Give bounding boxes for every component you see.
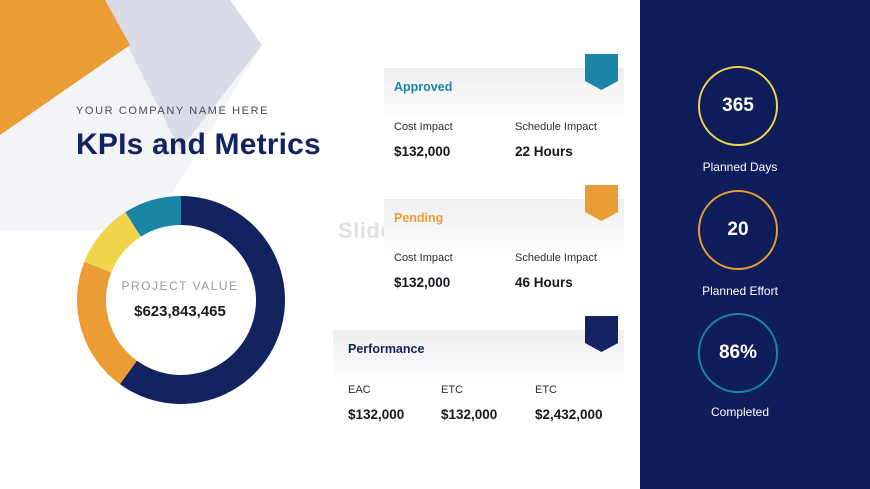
gray-triangle-shape — [105, 0, 262, 150]
planned-effort-label: Planned Effort — [702, 284, 778, 298]
pending-schedule-label: Schedule Impact — [515, 252, 597, 264]
project-value-amount: $623,843,465 — [134, 303, 226, 320]
donut-segment-2 — [84, 212, 141, 273]
pending-cost-label: Cost Impact — [394, 252, 453, 264]
completed-label: Completed — [710, 405, 770, 419]
planned-days-ring: 365 — [698, 66, 778, 146]
company-name: YOUR COMPANY NAME HERE — [76, 105, 270, 117]
pending-flag-icon — [585, 185, 618, 221]
approved-schedule-value: 22 Hours — [515, 144, 573, 159]
orange-triangle-shape — [0, 0, 130, 135]
donut-segment-3 — [125, 196, 181, 237]
approved-title: Approved — [394, 80, 453, 94]
performance-card: Performance EAC $132,000 ETC $132,000 ET… — [333, 316, 624, 430]
metrics-panel: 365 Planned Days 20 Planned Effort 86% C… — [640, 0, 870, 489]
performance-etc-label: ETC — [441, 384, 463, 396]
project-value-label: PROJECT VALUE — [121, 279, 239, 293]
planned-effort-ring: 20 — [698, 190, 778, 270]
donut-segment-0 — [119, 196, 285, 404]
approved-schedule-label: Schedule Impact — [515, 121, 597, 133]
donut-segment-1 — [77, 261, 137, 385]
pending-cost-value: $132,000 — [394, 275, 451, 290]
performance-etc2-value: $2,432,000 — [535, 407, 603, 422]
approved-cost-label: Cost Impact — [394, 121, 453, 133]
performance-eac-label: EAC — [348, 384, 371, 396]
completed-ring: 86% — [698, 313, 778, 393]
performance-flag-icon — [585, 316, 618, 352]
decorative-shapes — [0, 0, 262, 230]
performance-title: Performance — [348, 342, 425, 356]
approved-card: Approved Cost Impact $132,000 Schedule I… — [384, 54, 624, 168]
approved-flag-icon — [585, 54, 618, 90]
page-title: KPIs and Metrics — [76, 128, 321, 161]
performance-etc-value: $132,000 — [441, 407, 498, 422]
pending-title: Pending — [394, 211, 444, 225]
pending-card: Pending Cost Impact $132,000 Schedule Im… — [384, 185, 624, 299]
performance-etc2-label: ETC — [535, 384, 557, 396]
performance-eac-value: $132,000 — [348, 407, 405, 422]
pending-schedule-value: 46 Hours — [515, 275, 573, 290]
approved-cost-value: $132,000 — [394, 144, 451, 159]
planned-days-label: Planned Days — [702, 160, 778, 174]
project-value-donut — [77, 196, 285, 404]
